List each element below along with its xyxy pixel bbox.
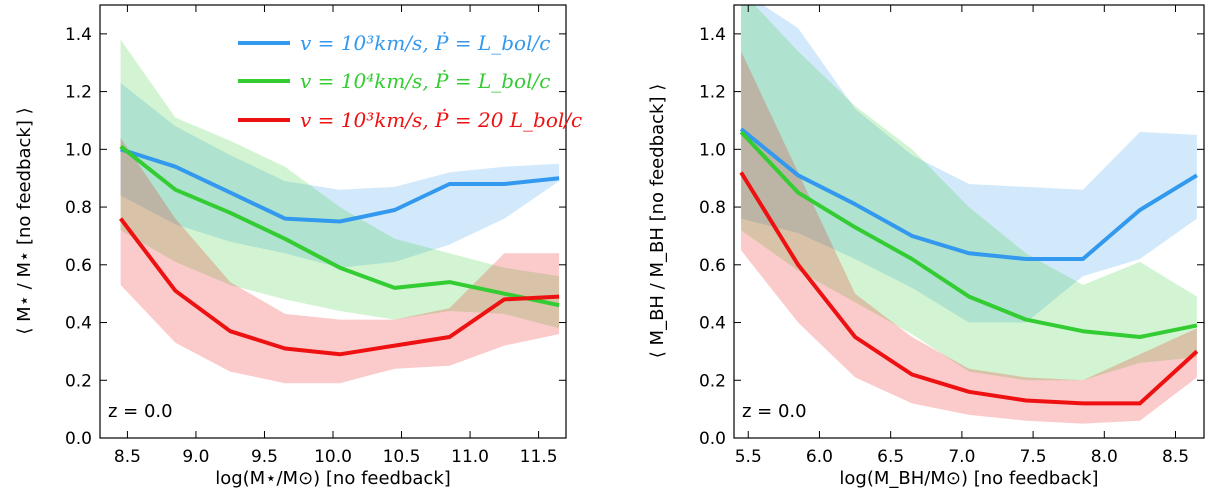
left-y-tick-label: 0.0 — [65, 429, 92, 449]
left-y-ticks: 0.0 0.2 0.4 0.6 0.8 1.0 1.2 1.4 — [65, 25, 566, 449]
legend-label-red: v = 10³km/s, Ṗ = 20 L_bol/c — [300, 108, 582, 132]
left-y-tick-label: 0.4 — [65, 314, 92, 334]
right-line-blue — [739, 127, 1198, 261]
left-y-tick-label: 1.2 — [65, 83, 92, 103]
right-band-red — [741, 51, 1197, 424]
left-line-red — [119, 217, 560, 357]
left-x-tick-label: 11.0 — [451, 447, 489, 467]
left-x-tick-label: 9.0 — [182, 447, 209, 467]
left-x-tick-label: 9.5 — [251, 447, 278, 467]
right-x-tick-label: 8.0 — [1091, 447, 1118, 467]
left-band-red — [120, 137, 560, 384]
right-x-tick-label: 6.5 — [877, 447, 904, 467]
left-y-tick-label: 0.2 — [65, 371, 92, 391]
right-band-blue — [741, 5, 1197, 323]
right-x-tick-label: 7.0 — [948, 447, 975, 467]
left-x-tick-label: 10.5 — [383, 447, 421, 467]
legend-label-green: v = 10⁴km/s, Ṗ = L_bol/c — [300, 69, 550, 93]
legend: v = 10³km/s, Ṗ = L_bol/c v = 10⁴km/s, Ṗ … — [238, 31, 582, 132]
legend-label-blue: v = 10³km/s, Ṗ = L_bol/c — [300, 31, 550, 55]
right-x-tick-label: 8.5 — [1162, 447, 1189, 467]
left-redshift-annotation: z = 0.0 — [108, 401, 173, 422]
right-y-tick-label: 1.4 — [699, 25, 726, 45]
left-band-blue — [120, 82, 560, 268]
right-y-tick-label: 0.4 — [699, 314, 726, 334]
left-y-tick-label: 0.8 — [65, 198, 92, 218]
right-x-tick-label: 7.5 — [1020, 447, 1047, 467]
right-line-red — [739, 171, 1199, 406]
right-plot-frame — [733, 4, 1205, 439]
right-bands — [741, 5, 1197, 424]
right-x-tick-label: 5.5 — [735, 447, 762, 467]
left-bands — [120, 39, 560, 384]
right-x-ticks: 5.5 6.0 6.5 7.0 7.5 8.0 8.5 — [735, 5, 1189, 467]
right-band-green — [741, 5, 1197, 381]
right-line-green — [739, 130, 1198, 339]
right-y-tick-label: 0.0 — [699, 429, 726, 449]
left-band-green — [120, 39, 560, 329]
right-y-ticks: 0.0 0.2 0.4 0.6 0.8 1.0 1.2 1.4 — [699, 25, 1204, 449]
left-x-tick-label: 11.5 — [520, 447, 558, 467]
left-line-green — [119, 144, 560, 308]
right-y-axis-label: ⟨ M_BH / M_BH [no feedback] ⟩ — [647, 84, 668, 358]
right-redshift-annotation: z = 0.0 — [742, 401, 807, 422]
right-lines — [739, 127, 1199, 406]
right-y-tick-label: 1.2 — [699, 83, 726, 103]
right-x-tick-label: 6.0 — [806, 447, 833, 467]
left-x-tick-label: 10.0 — [314, 447, 352, 467]
left-x-axis-label: log(M⋆/M⊙) [no feedback] — [215, 468, 451, 489]
left-line-blue — [119, 147, 560, 224]
left-x-tick-label: 8.5 — [114, 447, 141, 467]
right-y-tick-label: 0.8 — [699, 198, 726, 218]
right-y-tick-label: 0.6 — [699, 256, 726, 276]
left-panel: 8.5 9.0 9.5 10.0 10.5 11.0 11.5 0.00.20.40.60.… — [14, 4, 582, 489]
left-y-tick-label: 0.6 — [65, 256, 92, 276]
right-y-tick-label: 0.2 — [699, 371, 726, 391]
left-y-tick-label: 1.4 — [65, 25, 92, 45]
right-y-tick-label: 1.0 — [699, 140, 726, 160]
left-y-tick-label: 1.0 — [65, 140, 92, 160]
left-y-axis-label: ⟨ M⋆ / M⋆ [no feedback] ⟩ — [14, 107, 35, 334]
left-x-ticks: 8.5 9.0 9.5 10.0 10.5 11.0 11.5 — [114, 5, 558, 467]
right-x-axis-label: log(M_BH/M⊙) [no feedback] — [839, 468, 1098, 489]
left-lines — [119, 144, 560, 357]
right-panel: 5.5 6.0 6.5 7.0 7.5 8.0 8.5 0.0 0.2 0.4 0.6 0.8 1.0… — [647, 4, 1205, 489]
